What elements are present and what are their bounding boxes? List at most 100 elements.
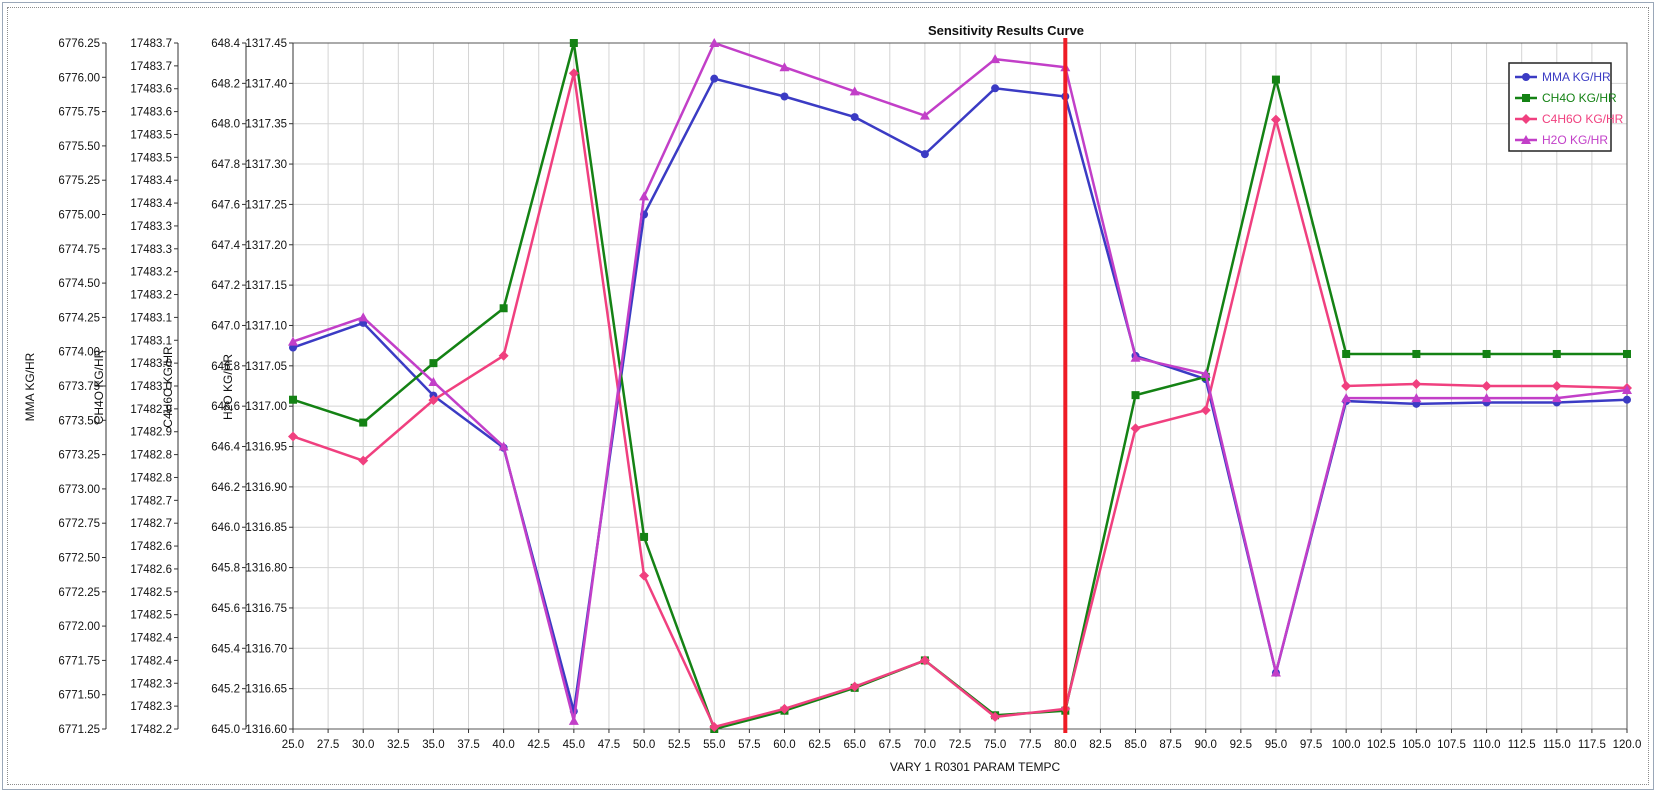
data-point bbox=[428, 395, 439, 406]
data-point bbox=[1200, 368, 1211, 378]
y-tick-label: 648.0 bbox=[211, 119, 240, 131]
y-tick-label: 17483.7 bbox=[130, 38, 172, 50]
y-tick-label: 647.4 bbox=[211, 240, 240, 252]
data-point bbox=[1131, 391, 1140, 400]
data-point bbox=[1622, 385, 1632, 395]
x-tick-label: 55.0 bbox=[703, 739, 725, 751]
x-tick-label: 95.0 bbox=[1265, 739, 1287, 751]
data-point bbox=[288, 336, 298, 346]
y-tick-label: 6772.00 bbox=[58, 621, 100, 633]
legend-swatch-marker bbox=[1521, 135, 1531, 144]
data-point bbox=[359, 418, 368, 427]
y-tick-label: 17482.9 bbox=[130, 427, 172, 439]
x-tick-label: 110.0 bbox=[1473, 739, 1501, 751]
x-tick-label: 25.0 bbox=[282, 739, 304, 751]
data-point bbox=[1481, 381, 1492, 391]
x-tick-label: 32.5 bbox=[387, 739, 409, 751]
x-tick-label: 30.0 bbox=[352, 739, 374, 751]
x-tick-label: 105.0 bbox=[1402, 739, 1431, 751]
x-tick-label: 82.5 bbox=[1089, 739, 1111, 751]
legend-label: CH4O KG/HR bbox=[1542, 91, 1617, 105]
y-tick-label: 6773.75 bbox=[58, 381, 100, 393]
y-tick-label: 6776.00 bbox=[58, 72, 100, 84]
legend-label: H2O KG/HR bbox=[1542, 133, 1608, 147]
x-tick-label: 67.5 bbox=[879, 739, 901, 751]
y-tick-label: 6774.50 bbox=[58, 278, 100, 290]
data-point bbox=[1411, 393, 1422, 403]
x-tick-label: 107.5 bbox=[1437, 739, 1466, 751]
y-tick-label: 17482.7 bbox=[130, 518, 172, 530]
data-point bbox=[919, 655, 930, 666]
y-tick-label: 17482.5 bbox=[130, 610, 172, 622]
data-point bbox=[1130, 352, 1141, 362]
data-point bbox=[850, 113, 859, 122]
x-tick-label: 117.5 bbox=[1578, 739, 1606, 751]
data-point bbox=[1411, 378, 1422, 389]
y-tick-label: 6775.25 bbox=[58, 175, 100, 187]
data-point bbox=[1412, 349, 1421, 358]
data-point bbox=[919, 110, 930, 120]
chart-title: Sensitivity Results Curve bbox=[928, 23, 1084, 38]
y-tick-label: 17483.0 bbox=[130, 358, 172, 370]
x-tick-label: 100.0 bbox=[1332, 739, 1361, 751]
y-tick-label: 17483.4 bbox=[130, 175, 172, 187]
y-tick-label: 1316.95 bbox=[245, 442, 287, 454]
data-point bbox=[429, 359, 438, 368]
y-tick-label: 6775.00 bbox=[58, 210, 100, 222]
y-tick-label: 1317.05 bbox=[245, 361, 287, 373]
data-point bbox=[709, 38, 720, 47]
x-tick-label: 60.0 bbox=[773, 739, 795, 751]
y-tick-label: 647.6 bbox=[211, 199, 240, 211]
y-tick-label: 6774.75 bbox=[58, 244, 100, 256]
y-tick-label: 17482.3 bbox=[130, 678, 172, 690]
y-tick-label: 645.8 bbox=[211, 563, 240, 575]
series-lines bbox=[288, 38, 1632, 733]
x-tick-label: 115.0 bbox=[1543, 739, 1571, 751]
x-tick-label: 50.0 bbox=[633, 739, 655, 751]
y-tick-label: 648.4 bbox=[211, 38, 240, 50]
y-tick-label: 645.2 bbox=[211, 684, 240, 696]
data-point bbox=[1130, 423, 1141, 434]
y-tick-label: 17483.2 bbox=[130, 267, 172, 279]
x-tick-label: 35.0 bbox=[422, 739, 444, 751]
data-point bbox=[568, 68, 579, 79]
y-tick-label: 6776.25 bbox=[58, 38, 100, 50]
y-tick-label: 17483.6 bbox=[130, 84, 172, 96]
legend: MMA KG/HR CH4O KG/HR C4H6O KG/HR H2O KG/HR bbox=[1508, 62, 1624, 152]
data-point bbox=[1482, 349, 1491, 358]
x-tick-label: 42.5 bbox=[528, 739, 550, 751]
y-tick-label: 17483.6 bbox=[130, 107, 172, 119]
y-axis-label: H2O KG/HR bbox=[221, 354, 235, 420]
y-tick-label: 17482.8 bbox=[130, 450, 172, 462]
y-tick-label: 17482.5 bbox=[130, 587, 172, 599]
x-tick-label: 102.5 bbox=[1367, 739, 1396, 751]
y-tick-label: 1317.35 bbox=[245, 119, 287, 131]
y-tick-label: 6774.00 bbox=[58, 347, 100, 359]
y-tick-label: 645.6 bbox=[211, 603, 240, 615]
x-tick-label: 92.5 bbox=[1230, 739, 1252, 751]
data-point bbox=[779, 703, 790, 714]
legend-label: C4H6O KG/HR bbox=[1542, 112, 1624, 126]
y-tick-label: 6772.75 bbox=[58, 518, 100, 530]
data-point bbox=[358, 312, 369, 322]
data-point bbox=[1481, 393, 1492, 403]
x-tick-label: 72.5 bbox=[949, 739, 971, 751]
y-tick-label: 6772.25 bbox=[58, 587, 100, 599]
legend-label: MMA KG/HR bbox=[1542, 70, 1611, 84]
y-tick-label: 17482.4 bbox=[130, 633, 172, 645]
data-point bbox=[498, 441, 509, 451]
data-point bbox=[710, 74, 719, 83]
data-point bbox=[1342, 349, 1351, 358]
y-tick-label: 17483.3 bbox=[130, 244, 172, 256]
data-point bbox=[1200, 405, 1211, 416]
y-tick-label: 6775.50 bbox=[58, 141, 100, 153]
series-line bbox=[292, 41, 1628, 722]
grid-lines bbox=[292, 42, 1628, 730]
y-tick-label: 1316.85 bbox=[245, 522, 287, 534]
y-tick-label: 17483.2 bbox=[130, 290, 172, 302]
y-tick-label: 6771.25 bbox=[58, 724, 100, 736]
x-tick-label: 70.0 bbox=[914, 739, 936, 751]
data-point bbox=[1551, 381, 1562, 391]
legend-swatch-marker bbox=[1522, 73, 1530, 81]
x-tick-label: 37.5 bbox=[457, 739, 479, 751]
